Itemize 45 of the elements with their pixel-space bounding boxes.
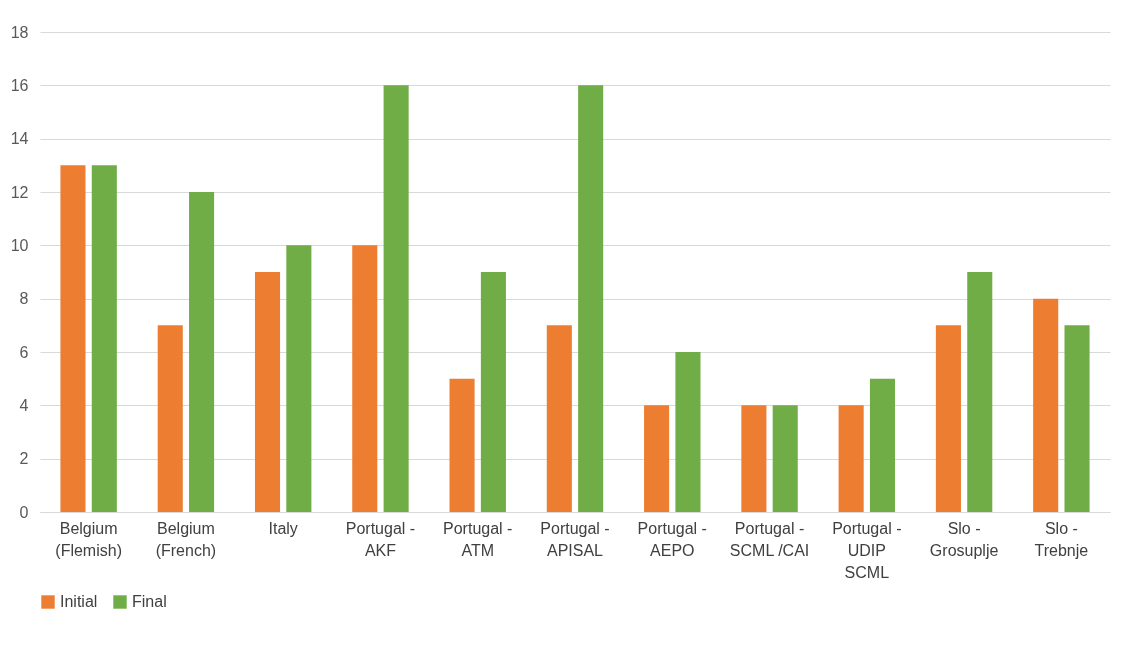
bar (286, 245, 312, 512)
bar (449, 378, 475, 512)
legend-label: Initial (60, 593, 98, 610)
x-tick-label: Portugal - SCML /CAI (729, 519, 810, 559)
x-tick-label: Belgium (French) (155, 519, 217, 559)
x-tick-label: Portugal - AEPO (637, 519, 707, 559)
bar (352, 245, 378, 512)
bar (1064, 325, 1090, 512)
bar (578, 85, 604, 512)
legend-label: Final (132, 593, 167, 610)
bar (967, 272, 993, 512)
x-tick-label: Slo - Trebnje (1034, 519, 1089, 559)
x-tick-label: Italy (268, 519, 298, 537)
x-tick-label: Portugal - APISAL (540, 519, 610, 559)
y-tick-label: 10 (10, 236, 29, 254)
y-tick-label: 8 (19, 290, 29, 308)
bar (383, 85, 409, 512)
x-tick-label: Belgium (Flemish) (55, 519, 122, 559)
bar (644, 405, 670, 512)
bar (675, 352, 701, 512)
x-tick-label: Slo - Grosuplje (929, 519, 999, 559)
x-tick-label: Portugal - ATM (443, 519, 513, 559)
y-tick-label: 2 (19, 450, 29, 468)
y-tick-label: 14 (10, 130, 29, 148)
bar (254, 272, 281, 512)
bar (157, 325, 183, 512)
bar (480, 272, 506, 512)
y-tick-label: 16 (10, 76, 29, 94)
y-tick-label: 6 (19, 343, 29, 361)
y-tick-label: 4 (19, 396, 29, 414)
bar (772, 405, 798, 512)
y-tick-label: 18 (10, 23, 29, 41)
y-tick-label: 12 (10, 183, 29, 201)
bar (935, 325, 961, 512)
bar (91, 165, 117, 512)
bar (869, 378, 896, 512)
bar (741, 405, 767, 512)
bar (838, 405, 864, 512)
x-tick-label: Portugal - UDIP SCML (832, 519, 902, 581)
bar (189, 192, 215, 512)
bar (1033, 298, 1059, 512)
x-tick-label: Portugal - AKF (345, 519, 416, 559)
bar (546, 325, 572, 512)
bar (60, 165, 86, 512)
y-tick-label: 0 (19, 503, 29, 521)
